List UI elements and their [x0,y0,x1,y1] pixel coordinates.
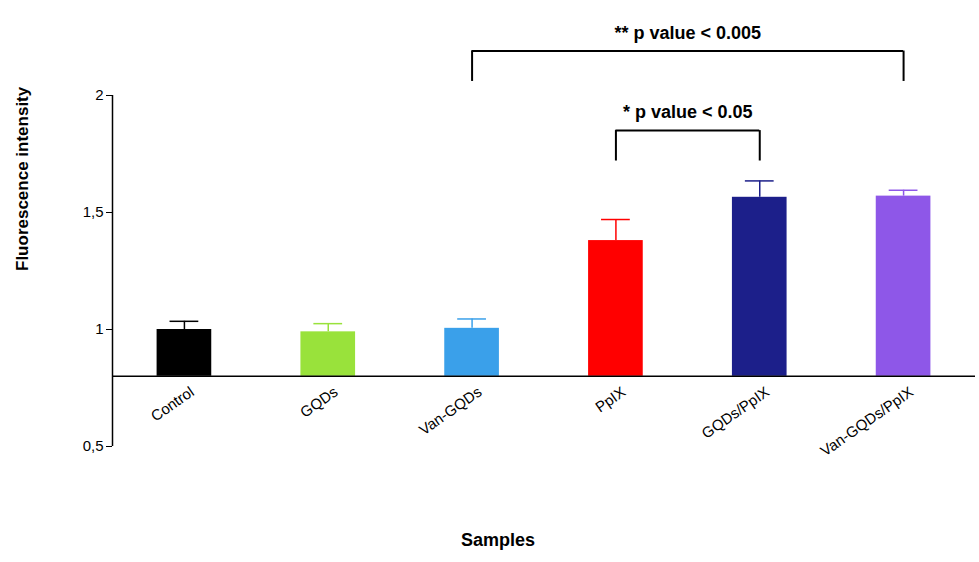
svg-text:PpIX: PpIX [592,383,628,416]
svg-text:1,5: 1,5 [83,203,104,220]
svg-text:Fluorescence intensity: Fluorescence intensity [13,86,32,271]
svg-text:Samples: Samples [461,530,535,550]
svg-text:1: 1 [95,320,103,337]
svg-text:* p value < 0.05: * p value < 0.05 [623,102,753,122]
svg-text:2: 2 [95,86,103,103]
svg-text:0,5: 0,5 [83,437,104,454]
svg-text:Van-GQDs/PpIX: Van-GQDs/PpIX [817,383,916,459]
svg-text:Van-GQDs: Van-GQDs [416,383,485,438]
svg-text:GQDs/PpIX: GQDs/PpIX [698,383,772,442]
svg-text:GQDs: GQDs [297,383,341,421]
svg-text:Control: Control [148,383,197,425]
svg-text:** p value < 0.005: ** p value < 0.005 [615,23,762,43]
